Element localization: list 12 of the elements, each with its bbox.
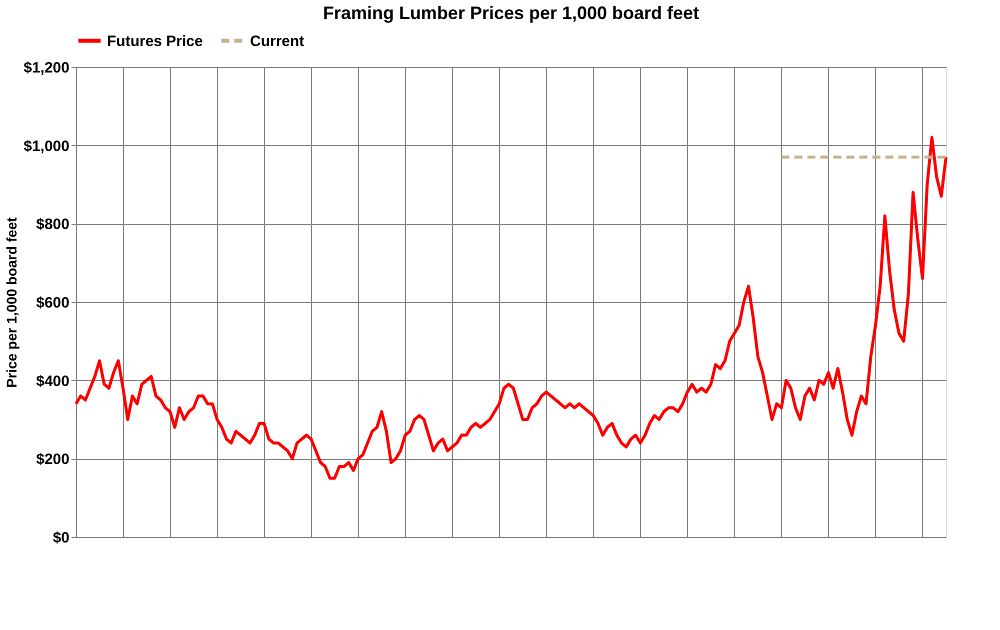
legend-label: Current xyxy=(250,32,304,50)
y-tick-label: $200 xyxy=(36,451,70,468)
line-series xyxy=(74,136,948,480)
y-tick-label: $800 xyxy=(36,216,70,234)
y-axis-title: Price per 1,000 board feet xyxy=(4,216,20,388)
y-tick-label: $1,200 xyxy=(24,60,70,76)
y-tick-label: $1,000 xyxy=(24,138,70,155)
y-tick-label: $0 xyxy=(52,530,70,546)
y-tick-label: $600 xyxy=(36,294,70,312)
y-tick-label: $400 xyxy=(36,372,70,390)
chart-title: Framing Lumber Prices per 1,000 board feet xyxy=(322,3,700,23)
legend-label: Futures Price xyxy=(107,32,203,50)
